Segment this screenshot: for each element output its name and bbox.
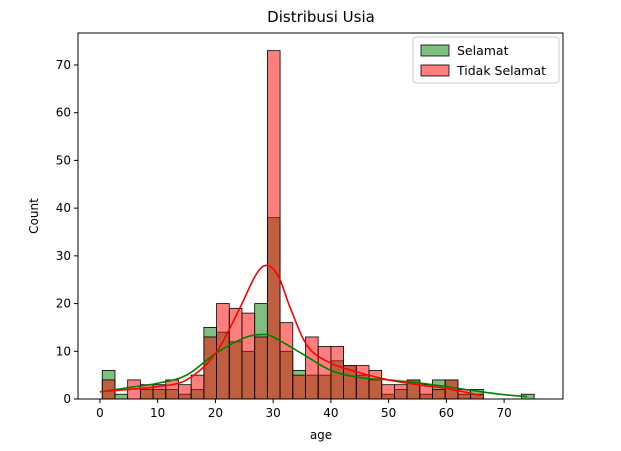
x-tick-label: 10 [150,406,165,420]
kde-line [99,333,528,398]
y-tick-label: 30 [56,249,71,263]
histogram-bar [228,307,243,400]
y-axis: 0 10 20 30 40 50 60 70 [56,58,78,406]
legend-label: Selamat [457,43,509,58]
legend: Selamat Tidak Selamat [412,36,560,84]
histogram-bar [394,384,408,400]
y-tick-label: 50 [56,153,71,167]
histogram-bar [114,393,129,400]
y-tick-label: 70 [56,58,71,72]
histogram-bar [381,384,395,400]
x-tick-label: 30 [266,406,281,420]
legend-swatch [420,64,450,77]
plot-area-frame [77,32,564,400]
legend-box [412,36,560,84]
y-tick-label: 60 [56,106,71,120]
histogram-bar [432,389,446,400]
y-axis-label: Count [27,198,41,234]
y-tick-label: 20 [56,297,71,311]
histogram-bar [190,374,205,400]
histogram-bar [279,322,294,400]
histogram-bar [292,374,306,400]
x-axis-label: age [310,428,332,442]
histogram-bar [266,50,281,400]
y-tick-label: 0 [63,392,71,406]
histogram-bar [254,336,268,400]
x-tick-label: 70 [496,406,511,420]
x-tick-label: 50 [381,406,396,420]
histogram-bar [355,365,370,400]
kde-layer [99,264,528,398]
histogram-bar [165,379,179,400]
x-tick-label: 40 [323,406,338,420]
legend-swatch [420,44,450,57]
bars-layer [101,50,535,400]
x-tick-label: 0 [96,406,104,420]
legend-label: Tidak Selamat [456,63,546,78]
histogram-bar [241,312,256,400]
histogram-bar [317,346,332,400]
histogram-bar [203,336,217,400]
x-axis: 0 10 20 30 40 50 60 70 [96,399,512,420]
histogram-bar [178,384,192,400]
chart-title: Distribusi Usia [267,8,375,26]
x-tick-label: 20 [208,406,223,420]
kde-line [99,264,482,396]
y-tick-label: 40 [56,201,71,215]
x-tick-label: 60 [439,406,454,420]
histogram-bar [368,369,383,400]
y-tick-label: 10 [56,344,71,358]
